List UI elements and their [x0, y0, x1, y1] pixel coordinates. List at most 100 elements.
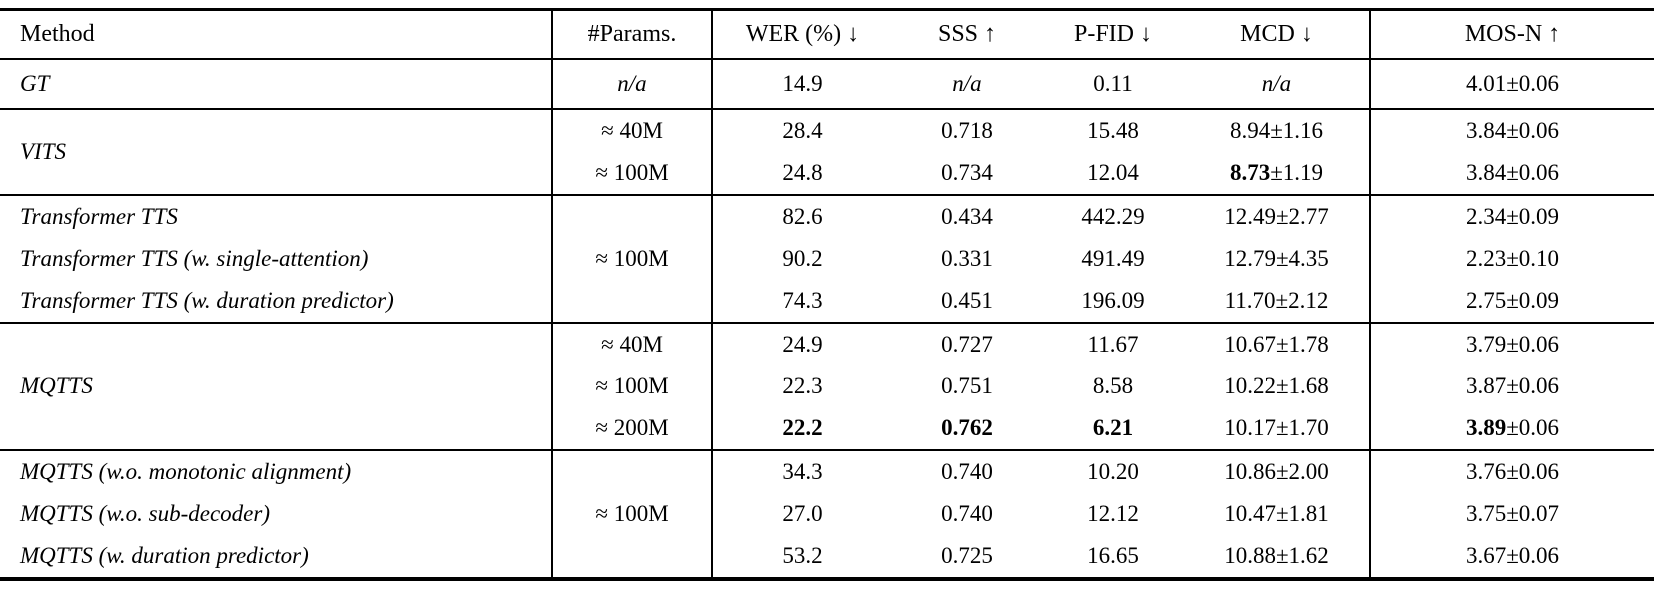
- cell-mcd: 8.94±1.16: [1184, 109, 1371, 152]
- cell-mos: 3.84±0.06: [1465, 159, 1560, 185]
- cell-mos: 4.01±0.06: [1465, 71, 1560, 97]
- cell-pfid: 491.49: [1081, 245, 1145, 271]
- cell-wer: 14.9: [782, 71, 823, 97]
- cell-params: ≈ 100M: [552, 450, 713, 579]
- cell-mcd: 8.73±1.19: [1184, 151, 1371, 195]
- cell-pfid: 8.58: [1092, 373, 1134, 399]
- header-row: Method #Params. WER (%) ↓ SSS ↑ P-FID ↓ …: [0, 9, 1654, 60]
- cell-method: Transformer TTS (w. duration predictor): [0, 279, 553, 323]
- cell-sss: n/a: [952, 71, 982, 97]
- cell-mos: 3.67±0.06: [1465, 542, 1560, 568]
- cell-wer: 22.2: [782, 415, 823, 441]
- results-table: Method #Params. WER (%) ↓ SSS ↑ P-FID ↓ …: [0, 8, 1654, 581]
- best-value: 3.89: [1465, 415, 1507, 441]
- cell-params: ≈ 40M: [552, 109, 713, 152]
- cell-mos: 2.75±0.09: [1465, 287, 1560, 313]
- table-row: Transformer TTS (w. duration predictor) …: [0, 279, 1654, 323]
- cell-params: n/a: [552, 59, 713, 110]
- cell-mcd: 11.70±2.12: [1184, 279, 1371, 323]
- cell-mcd: 10.67±1.78: [1184, 322, 1371, 366]
- group-ablation: MQTTS (w.o. monotonic alignment) ≈ 100M …: [0, 450, 1654, 579]
- cell-params: ≈ 100M: [552, 194, 713, 323]
- cell-mos: 3.89±0.06: [1370, 407, 1654, 450]
- cell-method: MQTTS (w. duration predictor): [0, 534, 553, 579]
- cell-sss: 0.451: [941, 287, 993, 313]
- cell-wer: 90.2: [782, 245, 823, 271]
- cell-mos: 3.87±0.06: [1465, 373, 1560, 399]
- cell-mcd: 12.49±2.77: [1184, 194, 1371, 238]
- cell-mos: 2.23±0.10: [1465, 245, 1560, 271]
- cell-pfid: 11.67: [1087, 331, 1139, 357]
- cell-method: MQTTS (w.o. monotonic alignment): [0, 450, 553, 494]
- group-vits: VITS ≈ 40M 28.4 0.718 15.48 8.94±1.16 3.…: [0, 109, 1654, 195]
- cell-wer: 28.4: [782, 118, 823, 144]
- cell-pfid: 10.20: [1087, 459, 1139, 485]
- col-header-pfid: P-FID ↓: [1073, 21, 1152, 47]
- cell-sss: 0.740: [941, 459, 993, 485]
- cell-params: ≈ 200M: [552, 407, 713, 451]
- cell-mos: 2.34±0.09: [1465, 203, 1560, 229]
- cell-method: VITS: [0, 109, 553, 195]
- table-row: MQTTS (w. duration predictor) 53.2 0.725…: [0, 534, 1654, 579]
- table-row: MQTTS (w.o. sub-decoder) 27.0 0.740 12.1…: [0, 493, 1654, 535]
- col-header-mos: MOS-N ↑: [1464, 21, 1561, 47]
- cell-mcd: n/a: [1184, 59, 1371, 110]
- cell-sss: 0.718: [941, 118, 993, 144]
- cell-method: MQTTS (w.o. sub-decoder): [0, 493, 553, 535]
- cell-params: ≈ 100M: [552, 365, 713, 408]
- value-suffix: ±0.06: [1506, 415, 1560, 441]
- cell-params: ≈ 100M: [552, 151, 713, 195]
- cell-wer: 24.8: [782, 159, 823, 185]
- cell-mcd: 10.86±2.00: [1184, 450, 1371, 494]
- cell-mos: 3.75±0.07: [1465, 501, 1560, 527]
- group-transformer: Transformer TTS ≈ 100M 82.6 0.434 442.29…: [0, 194, 1654, 323]
- cell-mos: 3.76±0.06: [1465, 459, 1560, 485]
- col-header-method: Method: [0, 9, 553, 60]
- cell-wer: 24.9: [782, 331, 823, 357]
- cell-mcd: 10.22±1.68: [1184, 365, 1371, 408]
- col-header-wer: WER (%) ↓: [745, 21, 860, 47]
- best-value: 8.73: [1229, 159, 1271, 185]
- cell-sss: 0.725: [941, 542, 993, 568]
- cell-mos: 3.79±0.06: [1465, 331, 1560, 357]
- cell-mcd: 10.17±1.70: [1184, 407, 1371, 451]
- cell-pfid: 15.48: [1087, 118, 1139, 144]
- table-row: ≈ 100M 24.8 0.734 12.04 8.73±1.19 3.84±0…: [0, 151, 1654, 195]
- cell-mcd: 12.79±4.35: [1184, 237, 1371, 280]
- cell-pfid: 0.11: [1093, 71, 1133, 97]
- table-header: Method #Params. WER (%) ↓ SSS ↑ P-FID ↓ …: [0, 9, 1654, 60]
- cell-sss: 0.751: [941, 373, 993, 399]
- cell-pfid: 442.29: [1081, 203, 1145, 229]
- cell-method: Transformer TTS: [0, 194, 553, 238]
- table-row: ≈ 100M 22.3 0.751 8.58 10.22±1.68 3.87±0…: [0, 365, 1654, 408]
- col-header-mcd: MCD ↓: [1184, 9, 1371, 60]
- cell-wer: 53.2: [782, 542, 823, 568]
- cell-method: Transformer TTS (w. single-attention): [0, 237, 553, 280]
- cell-sss: 0.331: [941, 245, 993, 271]
- cell-mcd: 10.88±1.62: [1184, 534, 1371, 579]
- cell-sss: 0.740: [941, 501, 993, 527]
- cell-wer: 74.3: [782, 287, 823, 313]
- cell-pfid: 12.04: [1087, 159, 1139, 185]
- cell-wer: 27.0: [782, 501, 823, 527]
- table-row: GT n/a 14.9 n/a 0.11 n/a 4.01±0.06: [0, 59, 1654, 110]
- table-row: ≈ 200M 22.2 0.762 6.21 10.17±1.70 3.89±0…: [0, 407, 1654, 451]
- cell-pfid: 6.21: [1092, 415, 1134, 441]
- table-row: Transformer TTS (w. single-attention) 90…: [0, 237, 1654, 280]
- group-mqtts: MQTTS ≈ 40M 24.9 0.727 11.67 10.67±1.78 …: [0, 322, 1654, 451]
- cell-pfid: 12.12: [1087, 501, 1139, 527]
- col-header-params: #Params.: [552, 9, 713, 60]
- cell-mos: 3.84±0.06: [1465, 118, 1560, 144]
- cell-method: MQTTS: [0, 322, 553, 451]
- cell-sss: 0.727: [941, 331, 993, 357]
- cell-params: ≈ 40M: [552, 322, 713, 366]
- cell-pfid: 16.65: [1087, 542, 1139, 568]
- cell-sss: 0.434: [941, 203, 993, 229]
- table-row: MQTTS ≈ 40M 24.9 0.727 11.67 10.67±1.78 …: [0, 322, 1654, 451]
- group-gt: GT n/a 14.9 n/a 0.11 n/a 4.01±0.06: [0, 59, 1654, 110]
- cell-sss: 0.762: [941, 415, 993, 441]
- table-row: Transformer TTS ≈ 100M 82.6 0.434 442.29…: [0, 194, 1654, 323]
- value-suffix: ±1.19: [1270, 159, 1324, 185]
- cell-pfid: 196.09: [1081, 287, 1145, 313]
